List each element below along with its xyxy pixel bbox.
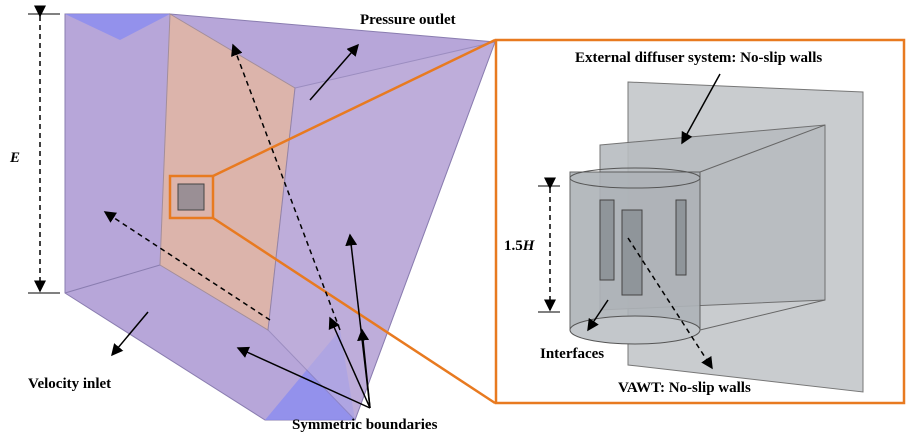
domain xyxy=(65,14,495,420)
height-factor: 1.5 xyxy=(504,238,523,254)
dimension-e xyxy=(28,14,60,293)
label-diffuser: External diffuser system: No-slip walls xyxy=(575,50,822,66)
label-pressure-outlet: Pressure outlet xyxy=(360,12,456,28)
label-height: 1.5H xyxy=(504,238,536,254)
label-interfaces: Interfaces xyxy=(540,346,604,362)
label-vawt: VAWT: No-slip walls xyxy=(618,380,751,396)
figure: E Pressure outlet Velocity inlet Symmetr… xyxy=(0,0,906,435)
label-e: E xyxy=(9,150,20,166)
label-velocity-inlet: Velocity inlet xyxy=(28,376,111,392)
label-symmetric: Symmetric boundaries xyxy=(292,417,438,433)
height-symbol: H xyxy=(522,238,536,254)
